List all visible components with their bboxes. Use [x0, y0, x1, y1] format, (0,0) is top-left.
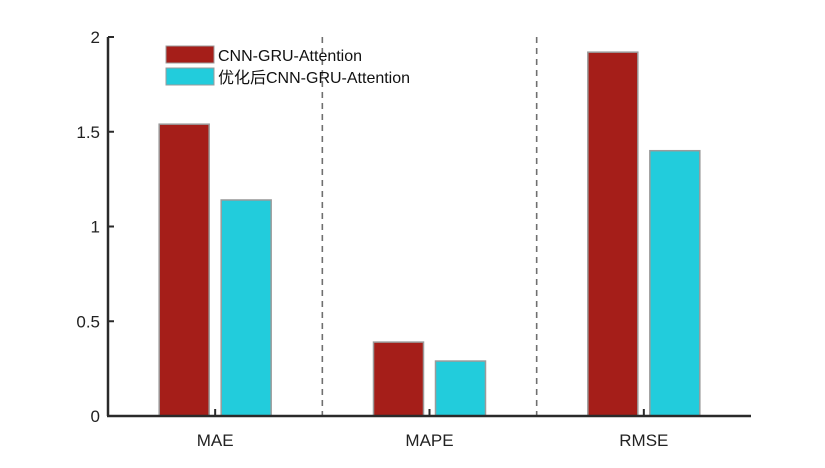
y-tick-label: 1.5 — [76, 123, 100, 142]
x-tick-label-rmse: RMSE — [619, 431, 668, 450]
x-ticks: MAE MAPE RMSE — [197, 409, 668, 450]
x-tick-label-mape: MAPE — [405, 431, 453, 450]
y-tick-label: 1 — [91, 218, 100, 237]
bar-mae-series-2 — [220, 199, 272, 417]
bar-rmse-series-2 — [649, 149, 701, 417]
legend-label-series-1: CNN-GRU-Attention — [218, 48, 362, 65]
legend-swatch-series-2 — [165, 67, 215, 86]
y-ticks: 0 0.5 1 1.5 2 — [76, 28, 114, 426]
x-tick-label-mae: MAE — [197, 431, 234, 450]
legend: CNN-GRU-Attention 优化后CNN-GRU-Attention — [165, 45, 410, 87]
bar-mape-series-2 — [434, 360, 487, 417]
legend-swatch-series-1 — [165, 45, 215, 64]
bar-mape-series-1 — [372, 341, 425, 417]
bar-rmse-series-1 — [587, 51, 639, 417]
bar-mae-series-1 — [158, 123, 210, 417]
y-tick-label: 0 — [91, 407, 100, 426]
group-separators — [321, 37, 538, 416]
bars — [158, 51, 701, 417]
y-tick-label: 2 — [91, 28, 100, 47]
y-tick-label: 0.5 — [76, 312, 100, 331]
legend-label-series-2: 优化后CNN-GRU-Attention — [218, 69, 410, 87]
